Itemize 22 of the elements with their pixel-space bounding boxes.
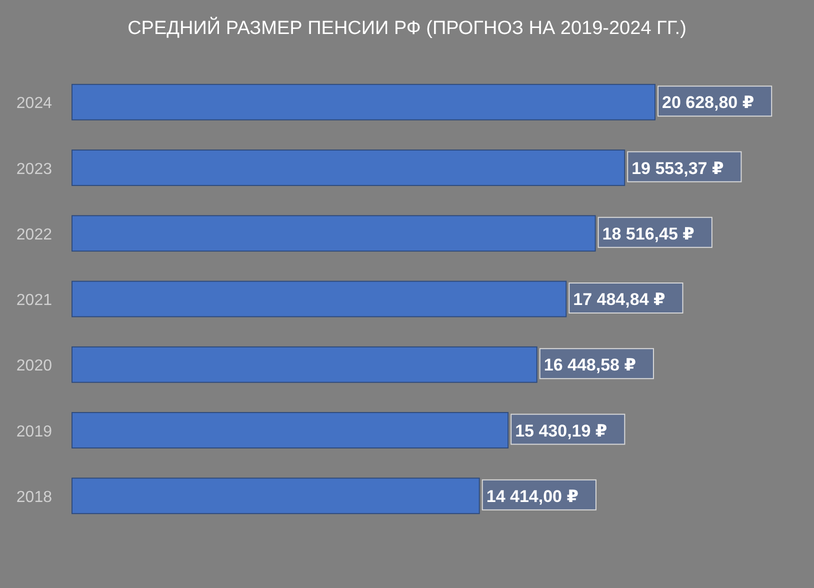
data-label: 15 430,19 ₽ (515, 421, 608, 440)
bar (72, 478, 480, 514)
chart-title: СРЕДНИЙ РАЗМЕР ПЕНСИИ РФ (ПРОГНОЗ НА 2019-2024 ГГ.) (128, 16, 686, 39)
y-tick-label: 2023 (16, 160, 52, 178)
data-label: 19 553,37 ₽ (632, 158, 724, 178)
bar (72, 215, 596, 252)
data-label: 14 414,00 ₽ (486, 486, 579, 506)
y-tick-label: 2018 (16, 488, 52, 506)
data-label: 20 628,80 ₽ (662, 93, 754, 112)
y-tick-label: 2020 (16, 358, 52, 375)
y-tick-label: 2022 (16, 226, 52, 244)
bar (72, 280, 567, 318)
y-tick-label: 2019 (16, 423, 52, 440)
bar (72, 150, 626, 186)
y-tick-label: 2024 (16, 95, 52, 112)
y-tick-label: 2021 (16, 292, 52, 309)
data-label: 16 448,58 ₽ (544, 356, 636, 375)
bar (72, 84, 656, 120)
bar (72, 412, 509, 448)
data-label: 18 516,45 ₽ (602, 224, 695, 244)
data-label: 17 484,84 ₽ (573, 290, 666, 309)
bar (72, 346, 538, 383)
